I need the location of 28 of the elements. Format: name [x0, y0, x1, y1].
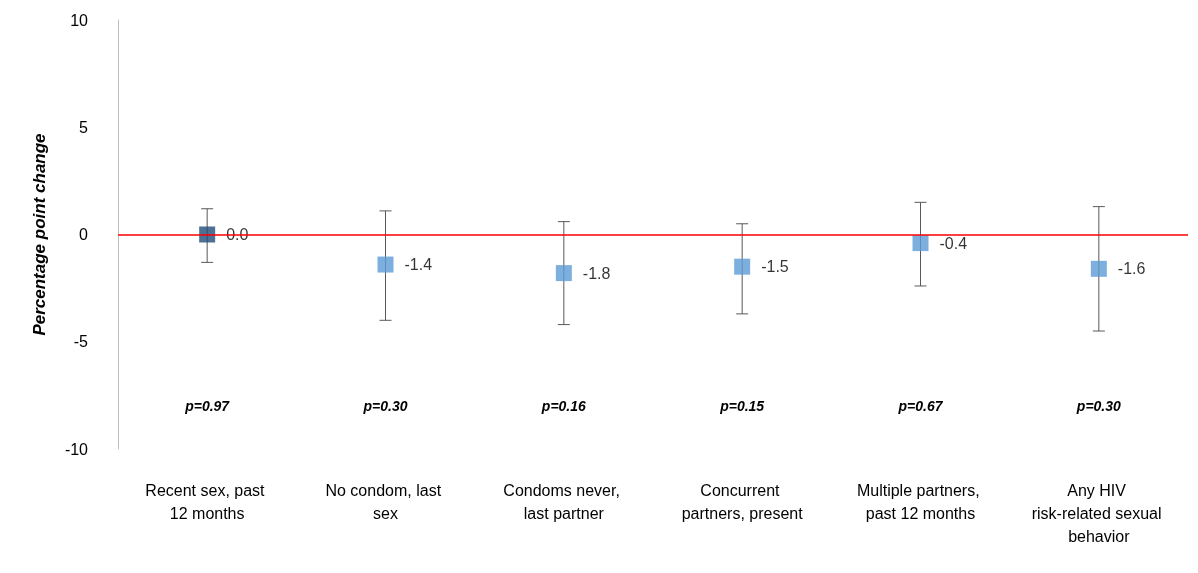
data-label: -1.6	[1117, 260, 1146, 278]
point	[555, 265, 572, 282]
data-label: -1.8	[582, 264, 611, 282]
point	[377, 256, 394, 273]
y-tick-label: -5	[73, 333, 89, 351]
x-tick-label: Multiple partners, past 12 months	[856, 482, 985, 522]
y-tick-label: 0	[79, 226, 89, 243]
annotation: p=0.16	[540, 398, 587, 415]
point	[912, 235, 929, 252]
y-axis-title: Percentage point change	[30, 133, 49, 336]
data-label: -1.5	[761, 258, 789, 276]
x-tick-label: Recent sex, past 12 months	[145, 482, 269, 522]
data-label: -0.4	[939, 234, 968, 252]
annotation: p=0.30	[362, 398, 408, 415]
y-tick-label: 10	[70, 11, 89, 29]
point	[734, 258, 751, 275]
annotation: p=0.67	[897, 398, 944, 415]
x-tick-label: Condoms never, last partner	[503, 482, 625, 522]
point	[1090, 260, 1107, 277]
annotation: p=0.15	[719, 398, 765, 415]
annotation: p=0.30	[1075, 398, 1122, 415]
x-tick-label: Any HIV risk-related sexual behavior	[1031, 482, 1166, 545]
x-tick-label: Concurrent partners, present	[681, 482, 804, 522]
data-label: -1.4	[404, 256, 433, 274]
annotation: p=0.97	[184, 398, 231, 415]
y-tick-label: 5	[79, 118, 89, 136]
x-tick-label: No condom, last sex	[325, 482, 446, 522]
y-tick-label: -10	[64, 440, 89, 458]
